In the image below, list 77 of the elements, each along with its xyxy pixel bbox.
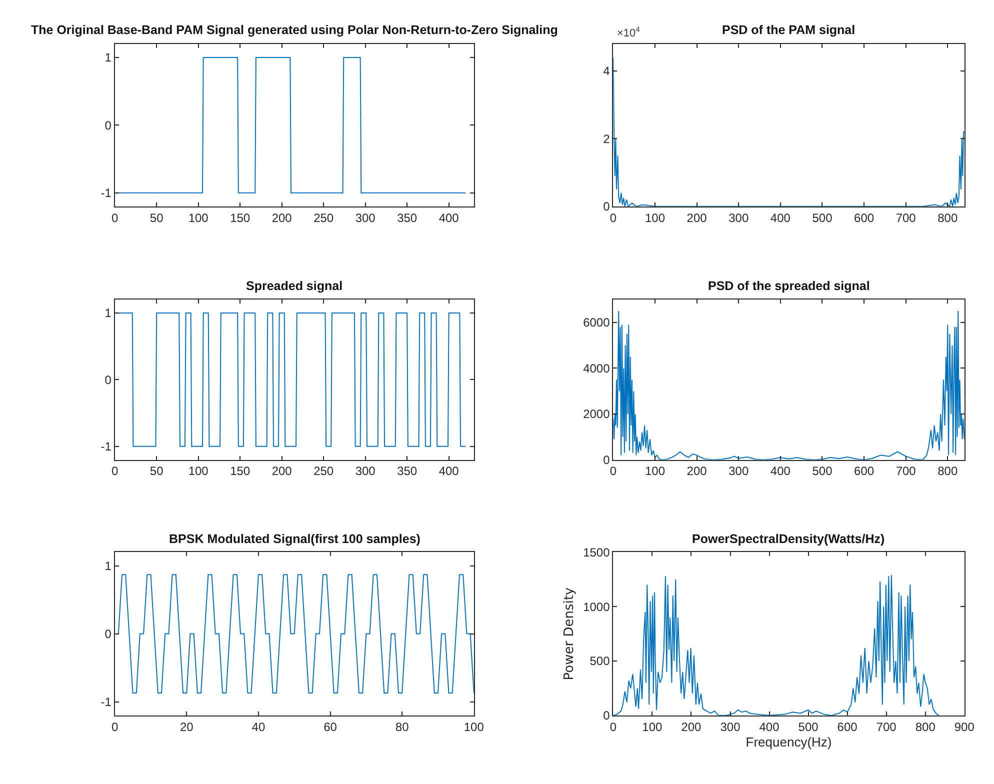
x-tick-label: 300: [355, 210, 376, 225]
line-series: [613, 574, 940, 716]
y-tick-label: -1: [100, 440, 112, 454]
chart-title: PSD of the PAM signal: [722, 23, 856, 37]
x-tick-label: 350: [397, 464, 418, 478]
x-tick-label: 900: [954, 720, 975, 734]
x-tick-label: 800: [938, 464, 958, 478]
y-tick-label: 1: [104, 306, 112, 320]
y-axis-title: Power Density: [562, 587, 578, 680]
x-axis-title: Frequency(Hz): [746, 734, 832, 750]
y-tick-label: 0: [104, 626, 112, 641]
y-tick-label: 2: [603, 132, 610, 146]
x-tick-label: 250: [314, 464, 334, 478]
x-tick-label: 100: [644, 464, 666, 478]
x-tick-label: 350: [397, 210, 418, 225]
x-tick-label: 300: [720, 720, 741, 734]
y-tick-label: 1: [104, 50, 112, 65]
x-tick-label: 800: [915, 720, 936, 734]
x-tick-label: 300: [728, 210, 749, 225]
line-series: [613, 310, 964, 460]
x-tick-label: 400: [770, 464, 791, 478]
y-tick-label: 0: [104, 118, 112, 132]
x-tick-label: 200: [272, 210, 292, 225]
y-tick-label: -1: [100, 695, 112, 709]
x-tick-label: 250: [314, 210, 334, 225]
y-tick-label: 4000: [583, 361, 610, 376]
x-tick-label: 200: [681, 720, 702, 734]
x-tick-label: 600: [854, 464, 874, 478]
x-tick-label: 500: [798, 720, 819, 734]
y-tick-label: 2000: [583, 407, 610, 422]
text: ×10$^{4}$: [617, 25, 641, 40]
chart-title: Spreaded signal: [246, 279, 343, 293]
y-tick-label: 0: [104, 372, 112, 387]
y-tick-label: 6000: [583, 316, 610, 330]
chart-title: The Original Base-Band PAM Signal generated using Polar Non-Return-to-Zero Signaling: [31, 23, 558, 37]
x-tick-label: 150: [230, 210, 250, 225]
y-tick-label: 0: [603, 452, 610, 467]
x-tick-label: 100: [644, 210, 666, 225]
x-tick-label: 600: [854, 210, 874, 225]
x-tick-label: 500: [812, 210, 833, 225]
x-tick-label: 300: [355, 464, 376, 478]
x-tick-label: 700: [896, 210, 916, 225]
x-tick-label: 600: [837, 720, 858, 734]
x-tick-label: 700: [896, 464, 916, 478]
x-tick-label: 60: [324, 720, 338, 734]
x-tick-label: 400: [438, 464, 460, 478]
x-tick-label: 800: [938, 210, 958, 225]
y-tick-label: 1: [104, 558, 112, 573]
x-tick-label: 150: [230, 464, 250, 478]
y-tick-label: 4: [603, 64, 610, 78]
x-tick-label: 100: [464, 720, 484, 734]
y-tick-label: 1000: [583, 600, 610, 614]
x-tick-label: 100: [642, 720, 663, 734]
x-tick-label: 50: [150, 210, 164, 225]
y-tick-label: 500: [590, 654, 610, 668]
y-tick-label: 0: [603, 708, 610, 723]
x-tick-label: 20: [180, 720, 194, 734]
y-tick-label: 0: [603, 200, 610, 214]
y-tick-label: -1: [100, 186, 112, 200]
y-tick-label: 1500: [583, 545, 610, 560]
x-tick-label: 50: [150, 464, 164, 478]
x-tick-label: 300: [728, 464, 749, 478]
x-tick-label: 80: [395, 720, 410, 734]
x-tick-label: 700: [876, 720, 897, 734]
chart-title: PSD of the spreaded signal: [708, 279, 870, 293]
x-tick-label: 500: [812, 464, 833, 478]
x-tick-label: 100: [188, 210, 209, 225]
x-tick-label: 400: [438, 210, 460, 225]
x-tick-label: 40: [252, 720, 266, 734]
x-tick-label: 200: [272, 464, 292, 478]
x-tick-label: 200: [686, 210, 708, 225]
x-tick-label: 100: [188, 464, 209, 478]
chart-title: BPSK Modulated Signal(first 100 samples): [169, 532, 420, 546]
x-tick-label: 400: [770, 210, 791, 225]
x-tick-label: 200: [686, 464, 708, 478]
x-tick-label: 400: [759, 720, 780, 734]
chart-title: PowerSpectralDensity(Watts/Hz): [692, 532, 885, 546]
